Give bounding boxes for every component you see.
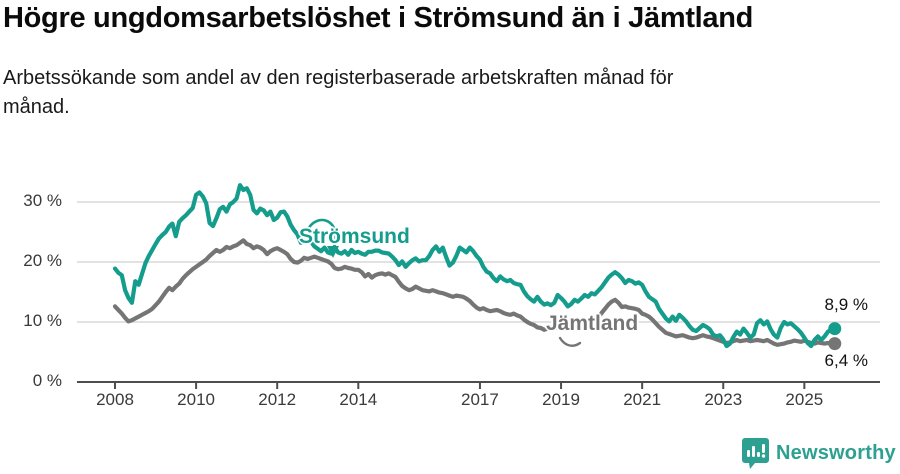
x-tick-label-2021: 2021 bbox=[623, 390, 662, 409]
x-tick-label-2025: 2025 bbox=[785, 390, 824, 409]
y-tick-label-20: 20 % bbox=[23, 251, 62, 270]
subtitle-line-1: Arbetssökande som andel av den registerb… bbox=[3, 67, 674, 89]
subtitle-line-2: månad. bbox=[3, 96, 70, 118]
newsworthy-logo-text: Newsworthy bbox=[776, 442, 896, 464]
y-tick-label-0: 0 % bbox=[32, 371, 62, 390]
series-end-dot-1 bbox=[828, 337, 842, 351]
page-title: Högre ungdomsarbetslöshet i Strömsund än… bbox=[3, 2, 754, 34]
series-label-jamtland: Jämtland bbox=[546, 312, 639, 335]
series-label-stromsund: Strömsund bbox=[299, 225, 410, 248]
x-tick-label-2012: 2012 bbox=[258, 390, 297, 409]
series-end-dot-0 bbox=[828, 322, 842, 336]
y-tick-label-10: 10 % bbox=[23, 311, 62, 330]
series-line-0 bbox=[112, 183, 837, 349]
end-value-label-jamtland: 6,4 % bbox=[824, 351, 868, 370]
x-tick-label-2019: 2019 bbox=[542, 390, 580, 409]
chart-subtitle: Arbetssökande som andel av den registerb… bbox=[3, 64, 823, 122]
x-tick-label-2023: 2023 bbox=[704, 390, 743, 409]
end-value-label-stromsund: 8,9 % bbox=[824, 295, 868, 314]
series-line-1 bbox=[112, 238, 837, 347]
stromsund-label-arrow bbox=[304, 218, 337, 251]
x-tick-label-2010: 2010 bbox=[177, 390, 215, 409]
y-tick-label-30: 30 % bbox=[23, 191, 62, 210]
x-tick-label-2008: 2008 bbox=[96, 390, 134, 409]
x-tick-label-2014: 2014 bbox=[339, 390, 378, 409]
x-tick-label-2017: 2017 bbox=[461, 390, 499, 409]
newsworthy-logo-icon bbox=[742, 438, 769, 469]
jamtland-label-arrow bbox=[558, 336, 582, 347]
newsworthy-logo: Newsworthy bbox=[742, 438, 896, 469]
